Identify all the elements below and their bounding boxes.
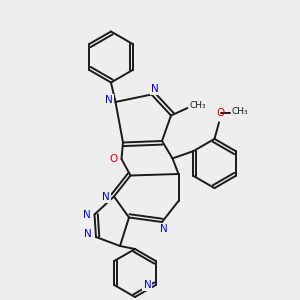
Text: N: N	[102, 191, 110, 202]
Text: N: N	[105, 94, 113, 105]
Text: O: O	[110, 154, 118, 164]
Text: N: N	[143, 280, 151, 290]
Text: CH₃: CH₃	[190, 100, 206, 109]
Text: O: O	[216, 107, 225, 118]
Text: N: N	[82, 209, 90, 220]
Text: N: N	[102, 191, 110, 202]
Text: N: N	[160, 224, 167, 234]
Text: CH₃: CH₃	[232, 107, 248, 116]
Text: N: N	[151, 83, 158, 94]
Text: N: N	[84, 229, 92, 239]
